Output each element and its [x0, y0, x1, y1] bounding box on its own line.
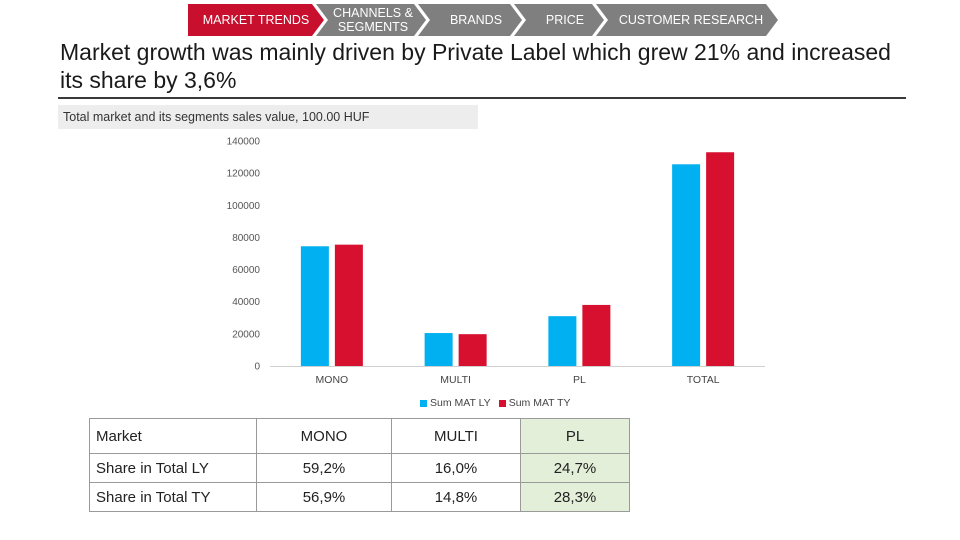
table-row-label: Share in Total LY: [89, 453, 257, 483]
breadcrumb-label: CUSTOMER RESEARCH: [618, 13, 764, 27]
crumb-shape: [514, 4, 604, 36]
share-table: Market MONO MULTI PL Share in Total LY 5…: [89, 418, 630, 512]
breadcrumb-item-channels-segments[interactable]: CHANNELS & SEGMENTS: [316, 4, 426, 36]
x-category-label: PL: [573, 374, 586, 386]
legend-label-ly: Sum MAT LY: [430, 397, 491, 409]
crumb-shape: [188, 4, 324, 36]
table-header-cell: MONO: [256, 418, 392, 454]
bar-pl-ty: [582, 304, 611, 366]
legend-label-ty: Sum MAT TY: [508, 397, 571, 409]
y-tick-label: 100000: [227, 201, 261, 212]
table-header-cell: PL: [520, 418, 630, 454]
crumb-shape: [316, 4, 426, 36]
breadcrumb-item-customer-research[interactable]: CUSTOMER RESEARCH: [596, 4, 778, 36]
table-cell: 28,3%: [520, 482, 630, 512]
bar-pl-ly: [548, 316, 577, 366]
page-title: Market growth was mainly driven by Priva…: [60, 39, 891, 93]
breadcrumb-label: BRANDS: [449, 13, 503, 27]
table-cell: 56,9%: [256, 482, 392, 512]
breadcrumb-label: PRICE: [545, 13, 585, 27]
chart-subtitle: Total market and its segments sales valu…: [58, 105, 478, 129]
bar-mono-ly: [300, 246, 329, 366]
x-category-label: MULTI: [440, 374, 471, 386]
breadcrumb: MARKET TRENDS CHANNELS & SEGMENTS BRANDS…: [188, 4, 778, 36]
legend-item-ly: Sum MAT LY: [420, 397, 491, 409]
table-row: Share in Total LY 59,2% 16,0% 24,7%: [89, 453, 630, 483]
table-row-label: Share in Total TY: [89, 482, 257, 512]
x-category-label: TOTAL: [687, 374, 720, 386]
breadcrumb-item-brands[interactable]: BRANDS: [418, 4, 522, 36]
breadcrumb-item-market-trends[interactable]: MARKET TRENDS: [188, 4, 324, 36]
bar-total-ly: [672, 164, 701, 366]
table-cell: 59,2%: [256, 453, 392, 483]
bar-multi-ly: [424, 333, 453, 366]
legend-swatch-ly: [420, 399, 427, 407]
table-cell: 16,0%: [391, 453, 521, 483]
x-category-label: MONO: [316, 374, 349, 386]
breadcrumb-label: CHANNELS & SEGMENTS: [333, 6, 413, 34]
table-header-cell: MULTI: [391, 418, 521, 454]
y-tick-label: 40000: [232, 297, 260, 308]
crumb-shape: [596, 4, 778, 36]
y-tick-label: 20000: [232, 329, 260, 340]
legend-item-ty: Sum MAT TY: [498, 397, 571, 409]
chart-legend: Sum MAT LY Sum MAT TY: [420, 397, 571, 409]
breadcrumb-label: MARKET TRENDS: [202, 13, 310, 27]
bar-chart: 0 20000 40000 60000 80000 100000 120000 140000 M…: [227, 137, 765, 386]
bar-mono-ty: [334, 244, 363, 366]
y-tick-label: 80000: [232, 233, 260, 244]
bar-multi-ty: [458, 334, 487, 366]
crumb-shape: [418, 4, 522, 36]
table-header-row: Market MONO MULTI PL: [89, 418, 630, 454]
y-tick-label: 60000: [232, 265, 260, 276]
table-cell: 14,8%: [391, 482, 521, 512]
y-tick-label: 0: [254, 362, 260, 373]
table-header-cell: Market: [89, 418, 257, 454]
breadcrumb-item-price[interactable]: PRICE: [514, 4, 604, 36]
bar-total-ty: [706, 152, 735, 366]
table-cell: 24,7%: [520, 453, 630, 483]
y-tick-label: 140000: [227, 137, 261, 148]
table-row: Share in Total TY 56,9% 14,8% 28,3%: [89, 482, 630, 512]
y-tick-label: 120000: [227, 169, 261, 180]
legend-swatch-ty: [498, 399, 506, 407]
title-divider: [58, 97, 906, 99]
